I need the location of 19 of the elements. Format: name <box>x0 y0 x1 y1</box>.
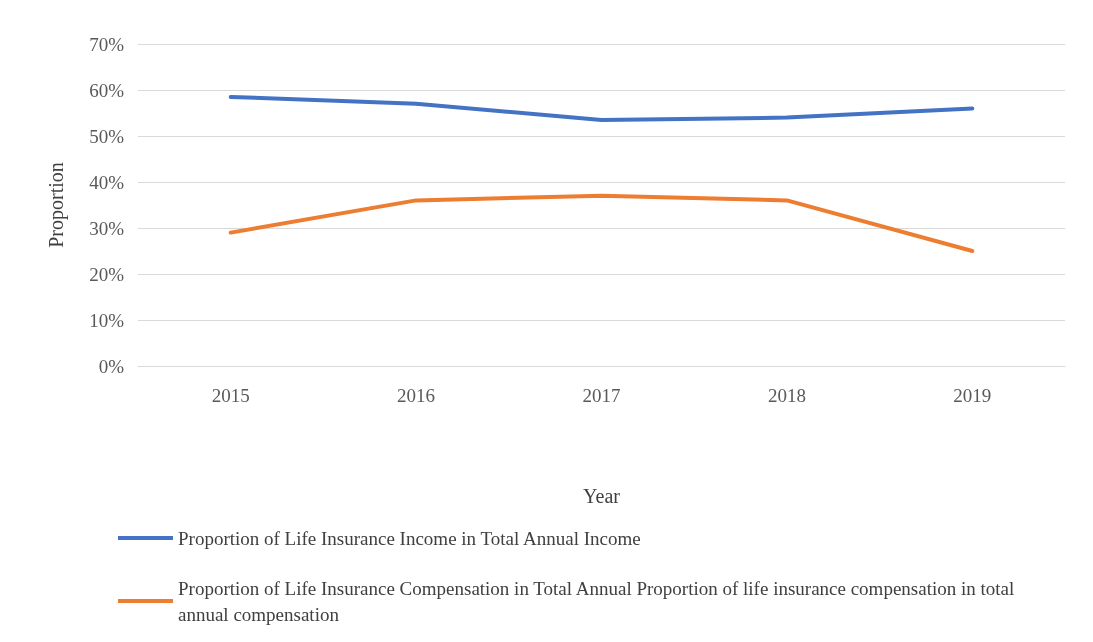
y-tick-label: 0% <box>98 355 125 377</box>
y-tick-label: 20% <box>89 263 125 285</box>
x-axis-title: Year <box>583 485 621 507</box>
y-tick-label: 60% <box>89 79 125 101</box>
line-series <box>228 94 975 122</box>
legend-label: Proportion of Life Insurance Income in Total Annual Income <box>178 527 641 549</box>
legend-label: Proportion of Life Insurance Compensation in Total Annual Proportion of life insurance compensation in total annual compensation <box>178 577 1020 625</box>
y-axis-title: Proportion <box>45 162 68 248</box>
x-tick-label: 2017 <box>582 385 621 406</box>
y-tick-label: 70% <box>89 33 125 55</box>
y-tick-label: 50% <box>89 125 125 147</box>
y-tick-label: 30% <box>89 217 125 239</box>
x-tick-label: 2019 <box>953 385 992 406</box>
y-tick-label: 40% <box>89 171 125 193</box>
x-tick-label: 2018 <box>767 385 806 406</box>
x-tick-label: 2016 <box>397 385 436 406</box>
y-tick-label: 10% <box>89 309 125 331</box>
line-series <box>228 193 975 253</box>
x-tick-label: 2015 <box>211 385 250 406</box>
